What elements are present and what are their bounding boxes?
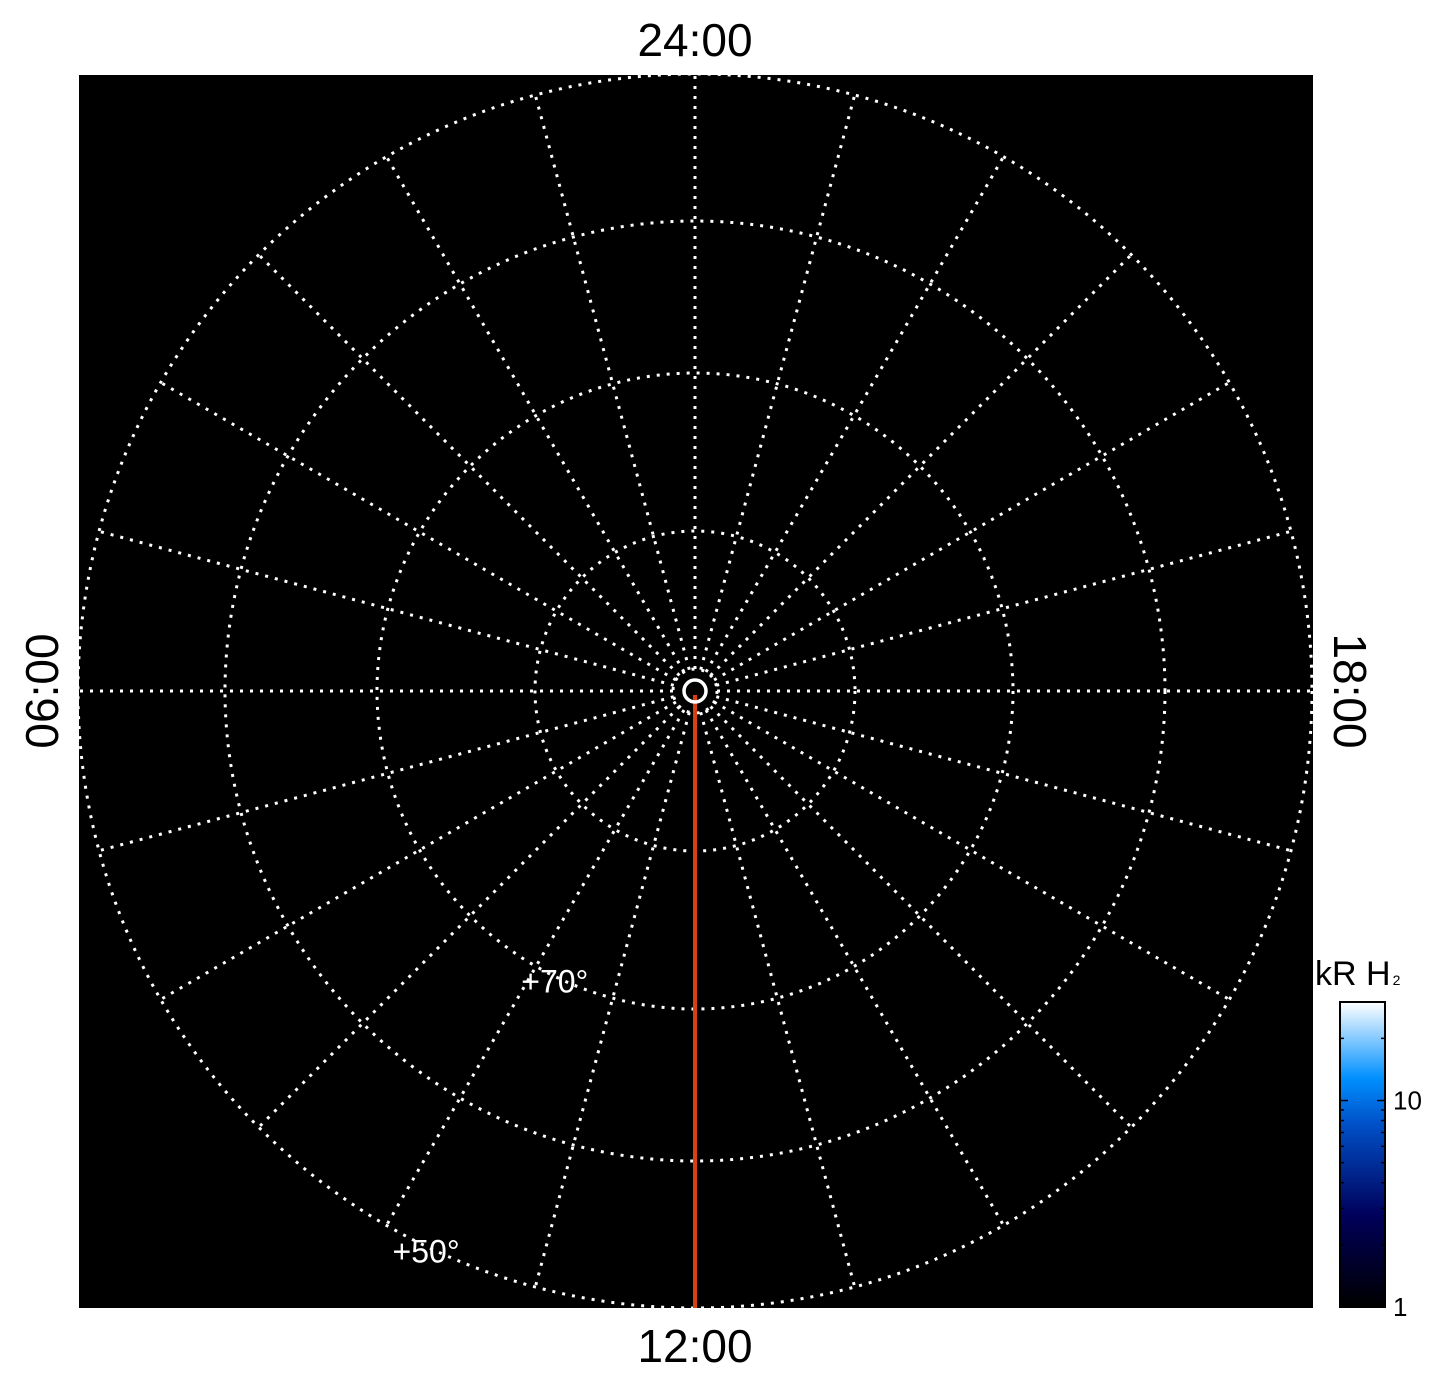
pole-marker xyxy=(682,678,708,704)
colorbar-gradient xyxy=(1339,1001,1386,1308)
colorbar-label-subscript: 2 xyxy=(1393,972,1401,988)
local-time-label-1200: 12:00 xyxy=(637,1320,752,1372)
colorbar-tick-label: 10 xyxy=(1393,1086,1422,1116)
local-time-labels: 24:00 06:00 12:00 18:00 xyxy=(16,14,1376,1372)
latitude-circle xyxy=(223,219,1167,1163)
colorbar-label-main: kR H xyxy=(1315,955,1391,993)
latitude-circle xyxy=(375,371,1015,1011)
latitude-circle xyxy=(671,667,719,715)
local-time-label-1800: 18:00 xyxy=(1324,633,1376,748)
latitude-label: +70° xyxy=(521,964,588,1000)
grid xyxy=(76,72,1314,1310)
colorbar-tick-label: 1 xyxy=(1393,1292,1407,1322)
latitude-labels: +70° +50° xyxy=(393,964,589,1270)
latitude-label: +50° xyxy=(393,1234,460,1270)
local-time-label-0600: 06:00 xyxy=(16,633,68,748)
latitude-circle xyxy=(76,72,1314,1310)
local-time-label-2400: 24:00 xyxy=(637,14,752,66)
